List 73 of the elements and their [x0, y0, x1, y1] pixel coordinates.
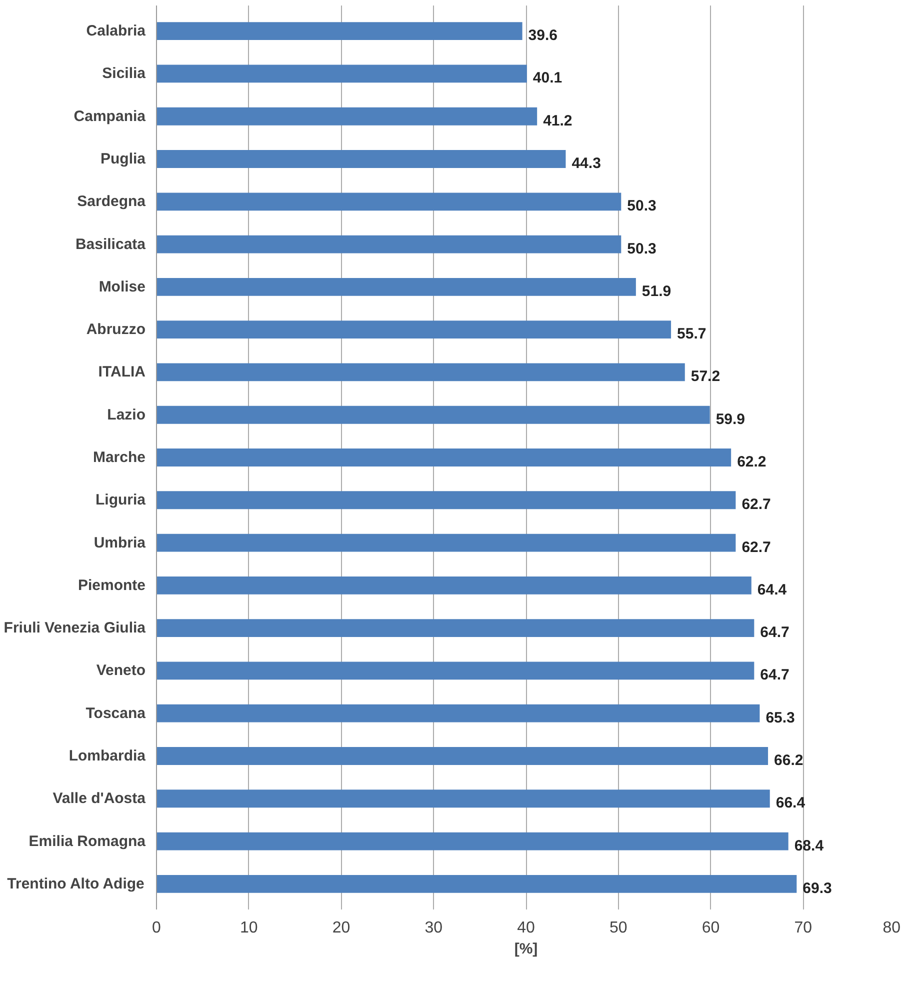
y-tick-label: Abruzzo [86, 321, 146, 338]
y-tick-label: Marche [92, 449, 146, 466]
data-label: 62.7 [742, 538, 771, 556]
bar [156, 192, 622, 211]
data-label: 39.6 [528, 27, 558, 44]
data-label: 62.2 [737, 454, 766, 470]
data-label: 68.4 [794, 837, 824, 854]
data-label: 50.3 [627, 198, 656, 215]
bar [156, 534, 736, 552]
bar [156, 790, 770, 808]
x-tick-label: 10 [240, 920, 258, 936]
y-tick-label: Sicilia [102, 65, 146, 82]
bar [156, 320, 672, 339]
data-label: 41.2 [543, 112, 572, 130]
data-label: 64.7 [760, 666, 790, 684]
y-tick-label: Campania [74, 108, 146, 125]
y-tick-label: Sardegna [77, 193, 146, 210]
data-label: 44.3 [572, 155, 601, 172]
bar [156, 363, 685, 382]
data-label: 50.3 [627, 240, 656, 258]
bar [156, 107, 538, 126]
x-tick-label: 20 [332, 920, 350, 936]
y-tick-label: Lazio [107, 406, 146, 424]
bar [156, 662, 754, 680]
x-tick-label: 80 [882, 920, 901, 936]
bar [156, 704, 760, 722]
y-tick-label: Puglia [100, 150, 146, 168]
bar [156, 64, 527, 83]
y-tick-label: Liguria [96, 492, 146, 509]
y-tick-label: Emilia Romagna [28, 832, 146, 850]
data-label: 51.9 [642, 282, 672, 300]
bar [156, 448, 732, 466]
y-tick-label: Friuli Venezia Giulia [4, 620, 146, 637]
y-tick-label: Umbria [94, 534, 146, 552]
bar [156, 278, 636, 296]
y-tick-label: Trentino Alto Adige [7, 875, 144, 892]
bar [156, 150, 566, 168]
data-label: 66.4 [776, 794, 806, 812]
data-label: 59.9 [716, 410, 746, 428]
bar [156, 619, 754, 638]
bar [156, 832, 788, 850]
x-tick-label: 60 [702, 920, 720, 936]
x-tick-label: 70 [794, 920, 812, 936]
bar [156, 747, 768, 765]
bar [156, 491, 736, 510]
y-tick-label: ITALIA [98, 364, 146, 381]
x-tick-label: 40 [517, 920, 535, 936]
data-label: 40.1 [532, 70, 562, 87]
bar [156, 874, 797, 893]
y-tick-label: Basilicata [75, 236, 146, 253]
data-label: 64.4 [757, 581, 788, 598]
x-axis-title: [%] [514, 940, 538, 958]
y-tick-label: Piemonte [78, 576, 146, 594]
bar [156, 576, 752, 594]
y-tick-label: Toscana [86, 704, 146, 722]
data-label: 69.3 [802, 880, 832, 897]
bar [156, 235, 622, 254]
y-tick-label: Molise [98, 278, 146, 296]
y-tick-label: Veneto [96, 662, 146, 680]
data-label: 55.7 [677, 326, 706, 343]
bar [156, 406, 710, 424]
x-tick-label: 50 [609, 920, 628, 936]
x-tick-label: 0 [152, 920, 162, 936]
x-tick-label: 30 [424, 920, 443, 936]
data-label: 62.7 [742, 496, 771, 514]
y-tick-label: Lombardia [68, 747, 146, 764]
data-label: 57.2 [690, 368, 720, 386]
data-label: 64.7 [760, 624, 790, 642]
data-label: 65.3 [766, 709, 795, 726]
bar [156, 22, 522, 40]
y-tick-label: Calabria [86, 22, 146, 40]
y-tick-label: Valle d'Aosta [52, 790, 146, 808]
data-label: 66.2 [774, 752, 804, 769]
